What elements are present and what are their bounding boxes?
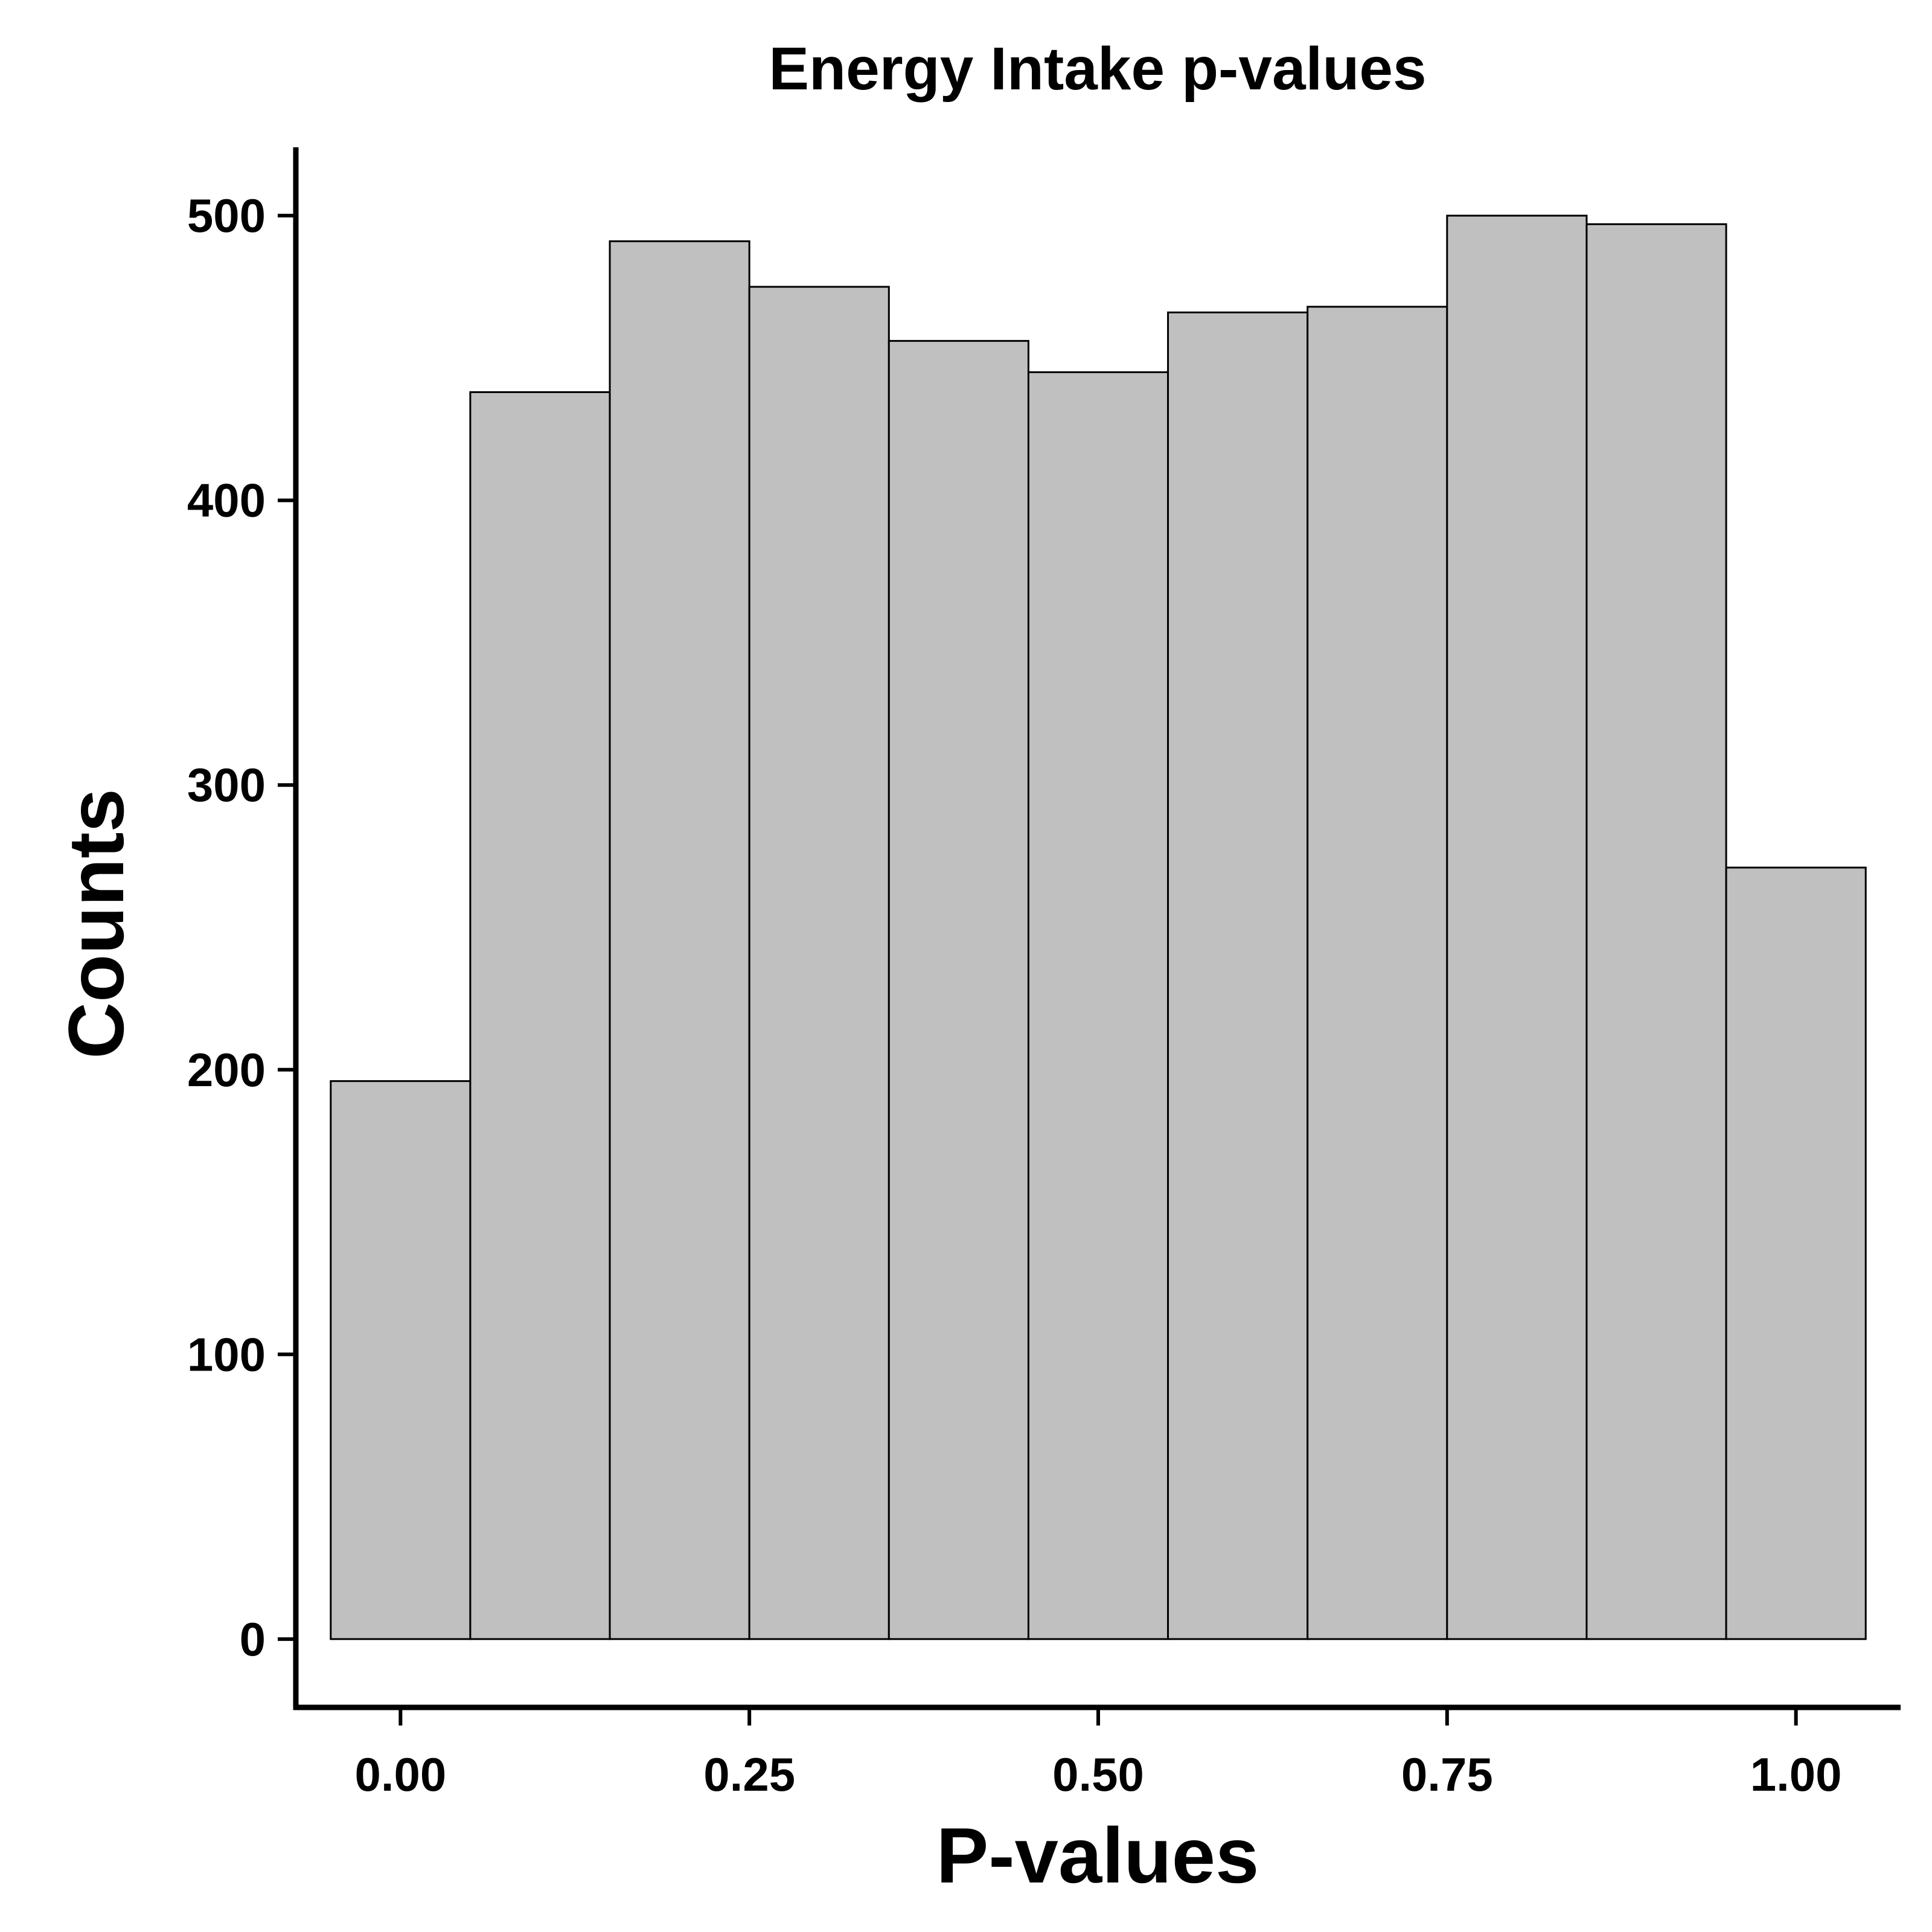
x-tick-label: 1.00 <box>1750 1748 1842 1801</box>
y-tick-label: 0 <box>240 1613 266 1666</box>
chart-title: Energy Intake p-values <box>769 35 1426 103</box>
histogram-bar <box>1585 223 1727 1640</box>
y-axis-label: Counts <box>52 788 140 1059</box>
histogram-bar <box>888 340 1029 1640</box>
histogram-bar <box>469 391 611 1640</box>
histogram-bar <box>1167 311 1309 1640</box>
histogram-bar <box>1446 214 1588 1640</box>
histogram-bar <box>1307 305 1448 1640</box>
y-tick-label: 300 <box>187 758 266 811</box>
y-ticks-group: 0 100 200 300 400 500 <box>187 189 296 1666</box>
y-tick-label: 400 <box>187 474 266 527</box>
x-tick-label: 0.00 <box>354 1748 446 1801</box>
x-axis-label: P-values <box>936 1811 1259 1899</box>
histogram-bar <box>1027 371 1169 1640</box>
y-tick-label: 200 <box>187 1043 266 1096</box>
histogram-bar <box>748 286 890 1640</box>
x-tick-label: 0.50 <box>1052 1748 1144 1801</box>
histogram-bar <box>330 1080 472 1640</box>
bars-group <box>330 214 1867 1640</box>
histogram-bar <box>609 240 750 1640</box>
x-tick-label: 0.75 <box>1401 1748 1493 1801</box>
x-tick-label: 0.25 <box>703 1748 795 1801</box>
y-tick-label: 500 <box>187 189 266 242</box>
x-ticks-group: 0.00 0.25 0.50 0.75 1.00 <box>354 1707 1842 1801</box>
histogram-bar <box>1725 866 1867 1640</box>
y-tick-label: 100 <box>187 1328 266 1381</box>
